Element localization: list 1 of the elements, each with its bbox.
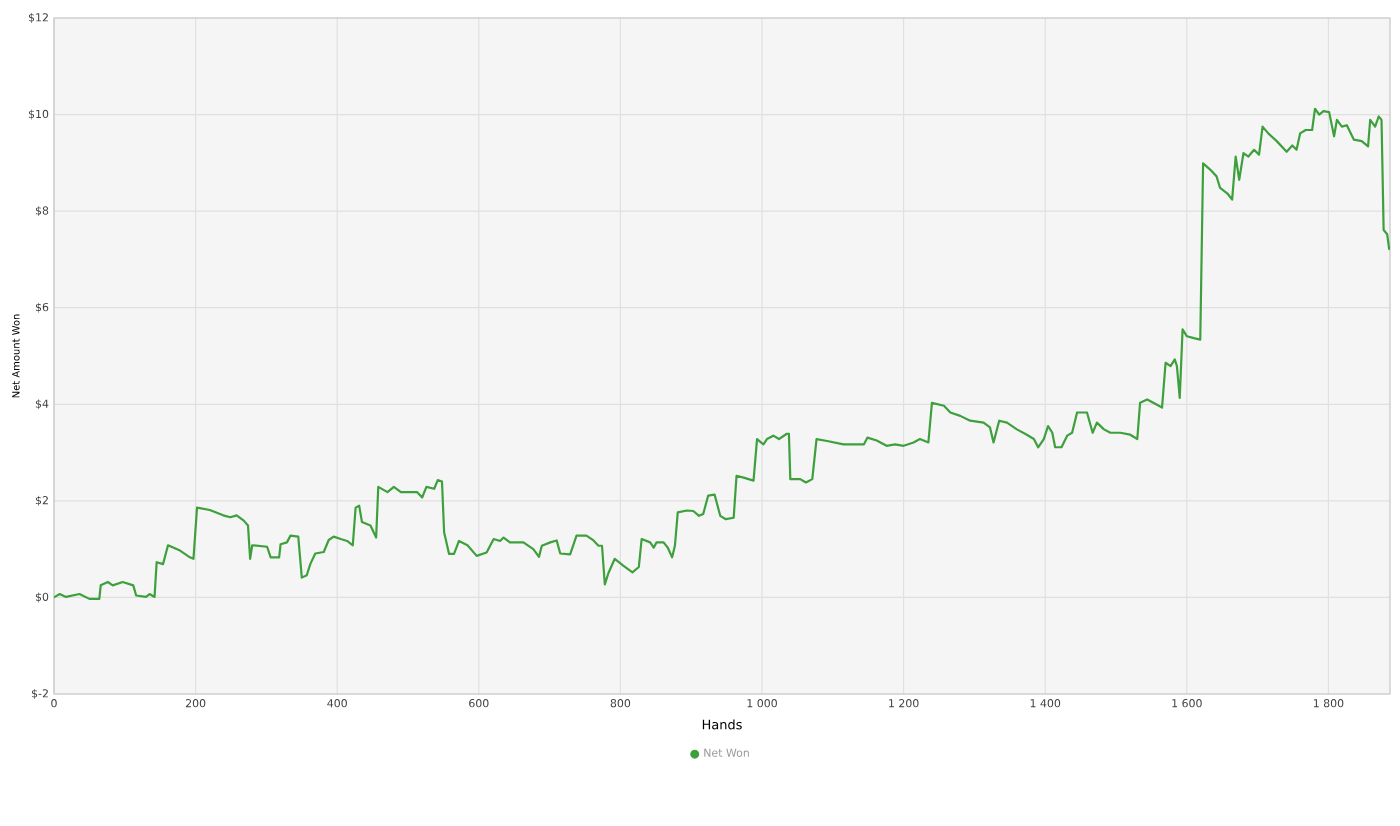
line-series bbox=[54, 107, 1391, 600]
